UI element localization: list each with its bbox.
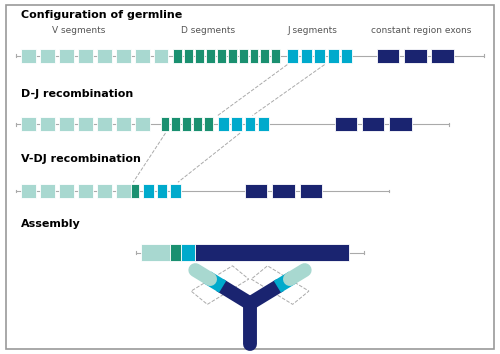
- Text: Configuration of germline: Configuration of germline: [22, 10, 182, 20]
- Bar: [134, 117, 150, 131]
- Bar: [300, 184, 322, 198]
- Bar: [272, 184, 295, 198]
- Text: constant region exons: constant region exons: [372, 26, 472, 35]
- Bar: [288, 49, 298, 63]
- Bar: [432, 49, 454, 63]
- Bar: [194, 117, 202, 131]
- Bar: [182, 117, 192, 131]
- Bar: [250, 49, 258, 63]
- Bar: [377, 49, 399, 63]
- Bar: [22, 117, 36, 131]
- Bar: [341, 49, 352, 63]
- Bar: [252, 266, 309, 304]
- Text: V segments: V segments: [52, 26, 105, 35]
- Bar: [245, 184, 268, 198]
- Bar: [154, 49, 168, 63]
- Bar: [173, 49, 182, 63]
- Bar: [182, 244, 196, 261]
- Bar: [260, 49, 270, 63]
- Bar: [116, 184, 130, 198]
- Bar: [170, 184, 181, 198]
- Text: D-J recombination: D-J recombination: [22, 89, 134, 99]
- Text: V-DJ recombination: V-DJ recombination: [22, 154, 141, 164]
- Bar: [300, 49, 312, 63]
- Bar: [40, 49, 55, 63]
- Bar: [170, 244, 181, 261]
- Bar: [59, 117, 74, 131]
- Bar: [97, 117, 112, 131]
- Bar: [40, 184, 55, 198]
- Bar: [59, 49, 74, 63]
- Bar: [314, 49, 325, 63]
- Bar: [78, 184, 93, 198]
- Bar: [160, 117, 170, 131]
- Bar: [172, 117, 180, 131]
- Bar: [191, 266, 248, 304]
- Bar: [218, 117, 228, 131]
- Bar: [334, 117, 357, 131]
- Bar: [22, 49, 36, 63]
- Bar: [130, 184, 138, 198]
- Bar: [238, 49, 248, 63]
- Bar: [97, 184, 112, 198]
- Bar: [244, 117, 256, 131]
- Text: J segments: J segments: [287, 26, 337, 35]
- Bar: [40, 117, 55, 131]
- Bar: [156, 184, 168, 198]
- Bar: [404, 49, 426, 63]
- Bar: [216, 49, 226, 63]
- Bar: [204, 117, 213, 131]
- Bar: [78, 49, 93, 63]
- Bar: [328, 49, 338, 63]
- Bar: [272, 49, 280, 63]
- Bar: [116, 117, 130, 131]
- Text: Assembly: Assembly: [22, 219, 81, 229]
- Bar: [134, 49, 150, 63]
- Bar: [22, 184, 36, 198]
- Bar: [258, 117, 269, 131]
- Bar: [231, 117, 242, 131]
- Bar: [78, 117, 93, 131]
- Bar: [184, 49, 193, 63]
- Bar: [195, 49, 204, 63]
- Bar: [206, 49, 214, 63]
- Bar: [140, 244, 170, 261]
- Bar: [228, 49, 236, 63]
- Bar: [196, 244, 350, 261]
- Bar: [389, 117, 411, 131]
- Bar: [116, 49, 130, 63]
- Bar: [362, 117, 384, 131]
- Bar: [59, 184, 74, 198]
- Bar: [97, 49, 112, 63]
- Bar: [143, 184, 154, 198]
- Text: D segments: D segments: [180, 26, 235, 35]
